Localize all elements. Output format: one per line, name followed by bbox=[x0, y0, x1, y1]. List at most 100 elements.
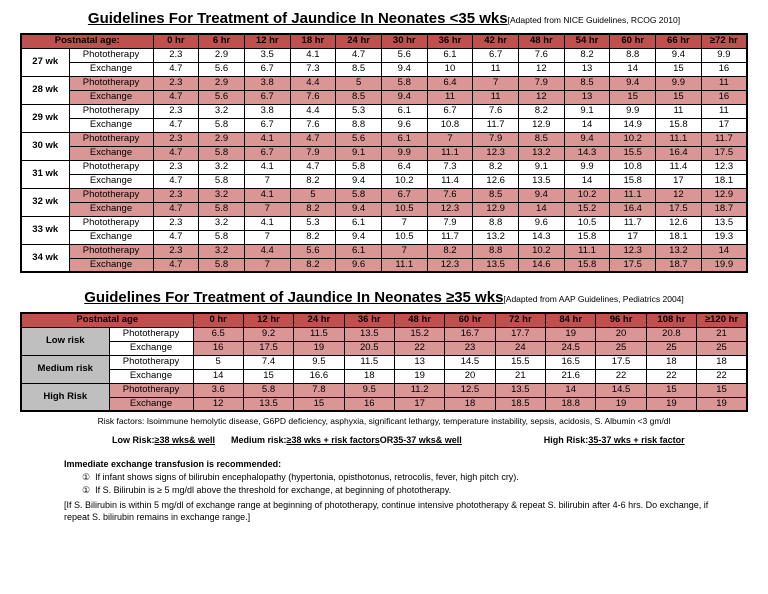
risk-label: High Risk bbox=[20, 382, 110, 412]
exchange-value: 16.4 bbox=[655, 145, 702, 161]
table-row: Exchange 16 17.5 19 20.5 22 23 24 24.5 25 25 25 bbox=[21, 340, 748, 356]
exchange-value: 7.6 bbox=[289, 117, 337, 133]
bracket-note: [If S. Bilirubin is within 5 mg/dl of ex… bbox=[64, 500, 709, 522]
exchange-value: 18.7 bbox=[655, 257, 702, 273]
phototherapy-value: 9.4 bbox=[563, 131, 611, 147]
phototherapy-value: 2.3 bbox=[152, 131, 200, 147]
exchange-value: 10 bbox=[426, 61, 474, 77]
medium-risk-label: Medium risk: bbox=[230, 435, 287, 445]
exchange-value: 15 bbox=[655, 61, 702, 77]
phototherapy-value: 2.9 bbox=[198, 131, 245, 147]
phototherapy-value: 6.1 bbox=[426, 47, 474, 63]
exchange-value: 20 bbox=[444, 368, 496, 384]
exchange-value: 15.8 bbox=[609, 173, 657, 189]
hour-header: 48 hr bbox=[393, 312, 446, 328]
exchange-value: 7 bbox=[243, 201, 291, 217]
table2-title: Guidelines For Treatment of Jaundice In … bbox=[84, 289, 504, 306]
table-row: High Risk Phototherapy 3.6 5.8 7.8 9.5 11.2 12.… bbox=[20, 382, 748, 412]
exchange-value: 5.8 bbox=[198, 173, 245, 189]
phototherapy-value: 7.8 bbox=[293, 382, 345, 398]
exchange-value: 19 bbox=[645, 396, 698, 412]
exchange-value: 8.2 bbox=[289, 173, 337, 189]
phototherapy-value: 5.6 bbox=[335, 131, 382, 147]
phototherapy-value: 5.3 bbox=[335, 103, 382, 119]
jaundice-table-under-35wks: Postnatal age: 0 hr 6 hr 12 hr 18 hr 24 hr 30 … bbox=[20, 33, 748, 273]
phototherapy-value: 11.7 bbox=[609, 215, 657, 231]
phototherapy-value: 7 bbox=[380, 243, 428, 259]
exchange-value: 19 bbox=[595, 396, 647, 412]
phototherapy-value: 17.5 bbox=[595, 354, 647, 370]
low-risk-value: ≥38 wks& well bbox=[154, 435, 215, 445]
phototherapy-value: 12.5 bbox=[444, 382, 496, 398]
exchange-value: 17 bbox=[655, 173, 702, 189]
phototherapy-value: 5.8 bbox=[380, 75, 428, 91]
exchange-value: 15.5 bbox=[609, 145, 657, 161]
table-row: Exchange 4.7 5.8 6.7 7.9 9.1 9.9 11.1 12.3 13.2 14… bbox=[21, 145, 748, 161]
phototherapy-value: 11.7 bbox=[700, 131, 748, 147]
table2-title-row: Guidelines For Treatment of Jaundice In … bbox=[20, 289, 748, 307]
phototherapy-value: 4.4 bbox=[289, 103, 337, 119]
exchange-value: 16 bbox=[192, 340, 244, 356]
hour-header: 72 hr bbox=[494, 312, 547, 328]
phototherapy-label: Phototherapy bbox=[108, 354, 194, 370]
phototherapy-value: 14 bbox=[545, 382, 597, 398]
phototherapy-value: 7.6 bbox=[472, 103, 519, 119]
phototherapy-value: 3.2 bbox=[198, 243, 245, 259]
high-risk-value: 35-37 wks + risk factor bbox=[588, 435, 685, 445]
table-row: Exchange 4.7 5.8 7 8.2 9.6 11.1 12.3 13.5 14.6 15.… bbox=[21, 257, 748, 273]
exchange-value: 8.2 bbox=[289, 201, 337, 217]
phototherapy-value: 11.1 bbox=[563, 243, 611, 259]
exchange-value: 10.2 bbox=[380, 173, 428, 189]
phototherapy-label: Phototherapy bbox=[108, 382, 194, 398]
phototherapy-value: 15.5 bbox=[494, 354, 547, 370]
phototherapy-value: 9.4 bbox=[655, 47, 702, 63]
table-row: 30 wk Phototherapy 2.3 2.9 4.1 4.7 5.6 6.1 7 7.9 8… bbox=[20, 131, 748, 161]
phototherapy-value: 6.7 bbox=[380, 187, 428, 203]
exchange-value: 19 bbox=[293, 340, 345, 356]
exchange-value: 5.8 bbox=[198, 229, 245, 245]
exchange-value: 14 bbox=[563, 173, 611, 189]
exchange-value: 22 bbox=[393, 340, 446, 356]
phototherapy-value: 11.1 bbox=[655, 131, 702, 147]
medium-risk-value-2: 35-37 wks& well bbox=[393, 435, 462, 445]
bullet-text: If S. Bilirubin is ≥ 5 mg/dl above the t… bbox=[95, 485, 452, 495]
phototherapy-value: 10.2 bbox=[563, 187, 611, 203]
exchange-value: 8.2 bbox=[289, 229, 337, 245]
exchange-value: 14 bbox=[563, 117, 611, 133]
table-row: 33 wk Phototherapy 2.3 3.2 4.1 5.3 6.1 7 7.9 8.8 9… bbox=[20, 215, 748, 245]
phototherapy-value: 6.7 bbox=[472, 47, 519, 63]
phototherapy-value: 8.2 bbox=[472, 159, 519, 175]
exchange-value: 13.5 bbox=[518, 173, 565, 189]
phototherapy-value: 2.3 bbox=[152, 243, 200, 259]
exchange-value: 7 bbox=[243, 229, 291, 245]
exchange-value: 20.5 bbox=[343, 340, 395, 356]
or-label: OR bbox=[379, 435, 394, 445]
phototherapy-value: 4.1 bbox=[243, 215, 291, 231]
phototherapy-value: 13.5 bbox=[343, 326, 395, 342]
exchange-value: 13 bbox=[563, 89, 611, 105]
phototherapy-value: 5.8 bbox=[335, 187, 382, 203]
phototherapy-value: 14.5 bbox=[595, 382, 647, 398]
hour-header: 0 hr bbox=[152, 33, 200, 49]
exchange-value: 7.9 bbox=[289, 145, 337, 161]
exchange-value: 15 bbox=[293, 396, 345, 412]
phototherapy-value: 9.6 bbox=[518, 215, 565, 231]
exchange-label: Exchange bbox=[108, 368, 194, 384]
phototherapy-value: 9.5 bbox=[343, 382, 395, 398]
exchange-value: 5.6 bbox=[198, 89, 245, 105]
exchange-value: 18.5 bbox=[494, 396, 547, 412]
table-row: Exchange 4.7 5.8 6.7 7.6 8.8 9.6 10.8 11.7 12.9 14… bbox=[21, 117, 748, 133]
table1-title: Guidelines For Treatment of Jaundice In … bbox=[87, 10, 508, 27]
week-label: 27 wk bbox=[20, 47, 70, 77]
table-row: 29 wk Phototherapy 2.3 3.2 3.8 4.4 5.3 6.1 6.7 7.… bbox=[20, 103, 748, 133]
phototherapy-label: Phototherapy bbox=[68, 103, 154, 119]
exchange-value: 14.6 bbox=[518, 257, 565, 273]
exchange-value: 15.8 bbox=[655, 117, 702, 133]
exchange-value: 14.3 bbox=[563, 145, 611, 161]
exchange-value: 7 bbox=[243, 173, 291, 189]
phototherapy-value: 12.3 bbox=[700, 159, 748, 175]
phototherapy-value: 5 bbox=[192, 354, 244, 370]
exchange-value: 12.9 bbox=[472, 201, 519, 217]
exchange-value: 23 bbox=[444, 340, 496, 356]
exchange-value: 16 bbox=[700, 89, 748, 105]
